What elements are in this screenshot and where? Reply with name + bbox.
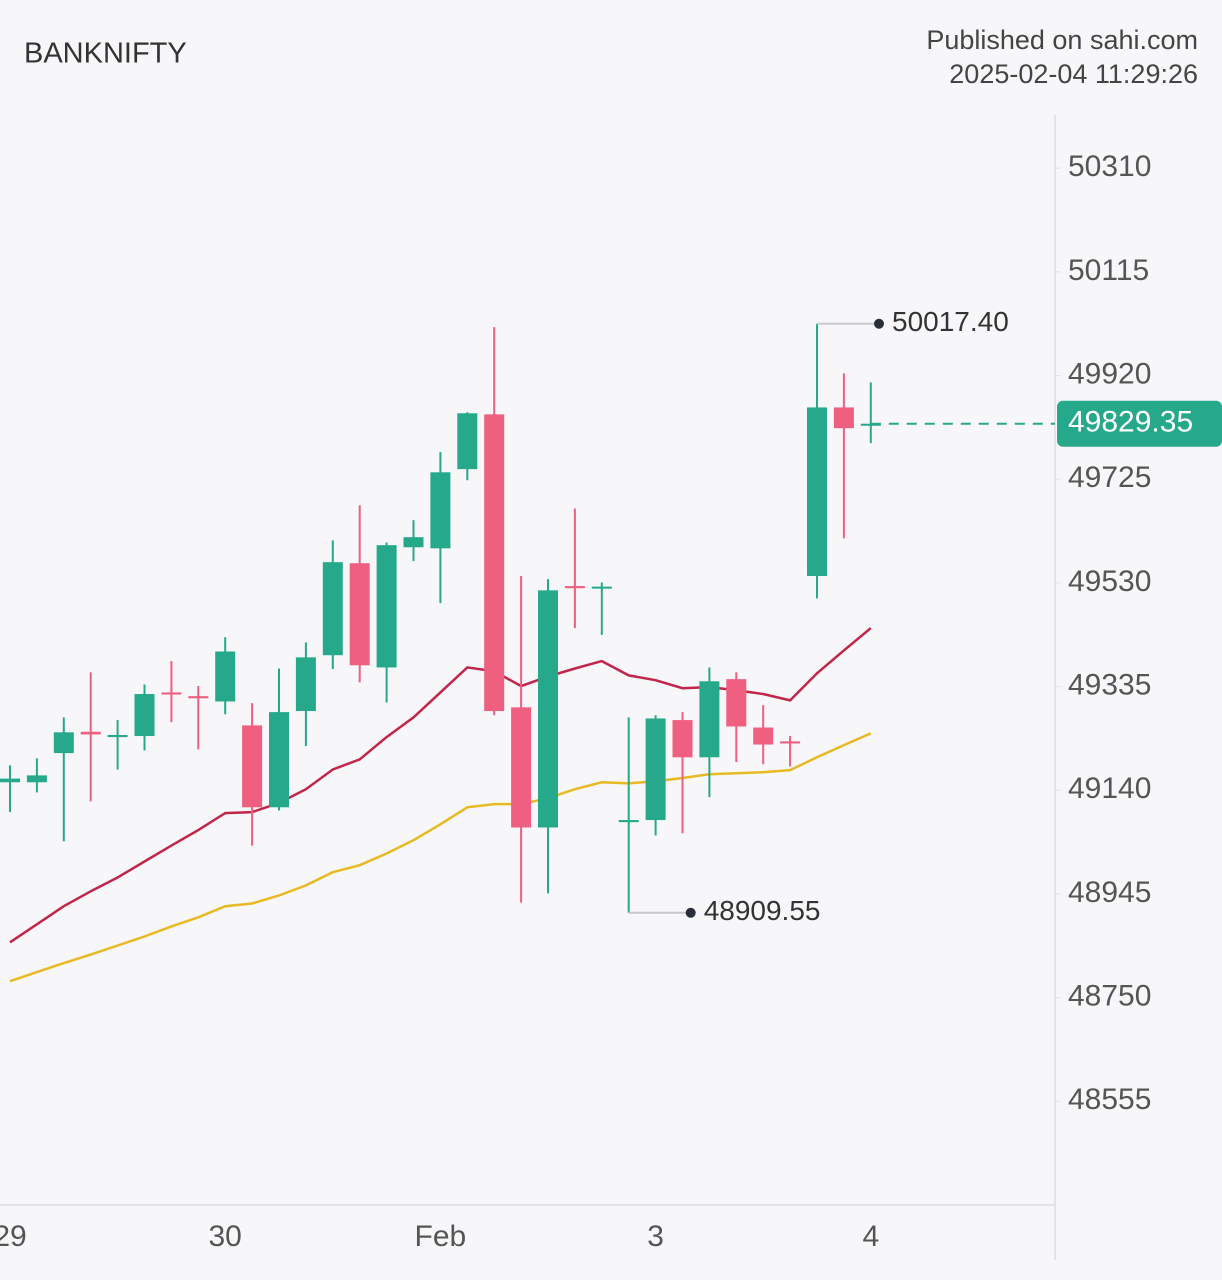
high-annotation-dot: [874, 318, 884, 329]
candle-body: [645, 718, 666, 821]
candle-body: [0, 778, 20, 783]
candle-body: [349, 563, 370, 666]
candle-body: [726, 679, 747, 727]
candle-body: [376, 545, 397, 668]
candle-body: [780, 741, 801, 744]
x-tick-label: 4: [862, 1220, 879, 1253]
candle-body: [242, 725, 263, 808]
candle-body: [80, 731, 101, 735]
y-tick-label: 48750: [1068, 980, 1151, 1013]
x-tick-label: Feb: [415, 1220, 467, 1253]
y-tick-label: 48555: [1068, 1083, 1151, 1116]
candle-body: [699, 681, 720, 758]
candle-body: [538, 590, 558, 828]
candle-body: [26, 775, 47, 783]
candle-body: [618, 820, 639, 823]
candle-body: [511, 707, 532, 828]
candle-body: [53, 732, 74, 754]
candle-body: [672, 720, 693, 758]
candle-body: [107, 734, 128, 738]
y-tick-label: 50115: [1068, 254, 1149, 287]
y-tick-label: 49335: [1068, 669, 1151, 702]
candle-body: [753, 727, 774, 745]
low-annotation-dot: [685, 907, 696, 918]
last-price-label: 49829.35: [1068, 406, 1193, 439]
last-price-box: [1057, 400, 1222, 447]
candle-body: [403, 537, 424, 548]
candle-body: [591, 586, 612, 589]
y-tick-label: 48945: [1068, 876, 1151, 909]
x-tick-label: 3: [647, 1220, 664, 1253]
y-tick-label: 49140: [1068, 772, 1151, 805]
y-tick-label: 49725: [1068, 461, 1151, 494]
candle-body: [134, 694, 155, 737]
candle-body: [269, 712, 289, 808]
timestamp: 2025-02-04 11:29:26: [949, 59, 1198, 89]
y-tick-label: 49530: [1068, 565, 1151, 598]
moving-average-line: [9, 732, 872, 983]
chart-title: BANKNIFTY: [24, 38, 187, 70]
candle-body: [188, 696, 209, 699]
low-annotation-label: 48909.55: [704, 895, 821, 926]
candle-body: [457, 413, 478, 470]
candle-body: [295, 657, 316, 712]
candle-body: [161, 692, 182, 695]
source: Published on sahi.com: [926, 25, 1198, 55]
candle-body: [215, 651, 236, 702]
candle-body: [322, 562, 343, 656]
y-tick-label: 49920: [1068, 357, 1151, 390]
y-tick-label: 50310: [1068, 150, 1151, 183]
x-tick-label: 29: [0, 1220, 27, 1253]
candle-body: [430, 472, 451, 549]
candle-body: [484, 414, 505, 712]
high-annotation-label: 50017.40: [892, 306, 1009, 337]
x-tick-label: 30: [209, 1220, 242, 1253]
candle-body: [564, 586, 585, 589]
candle-body: [807, 407, 827, 576]
candle-body: [833, 407, 854, 429]
